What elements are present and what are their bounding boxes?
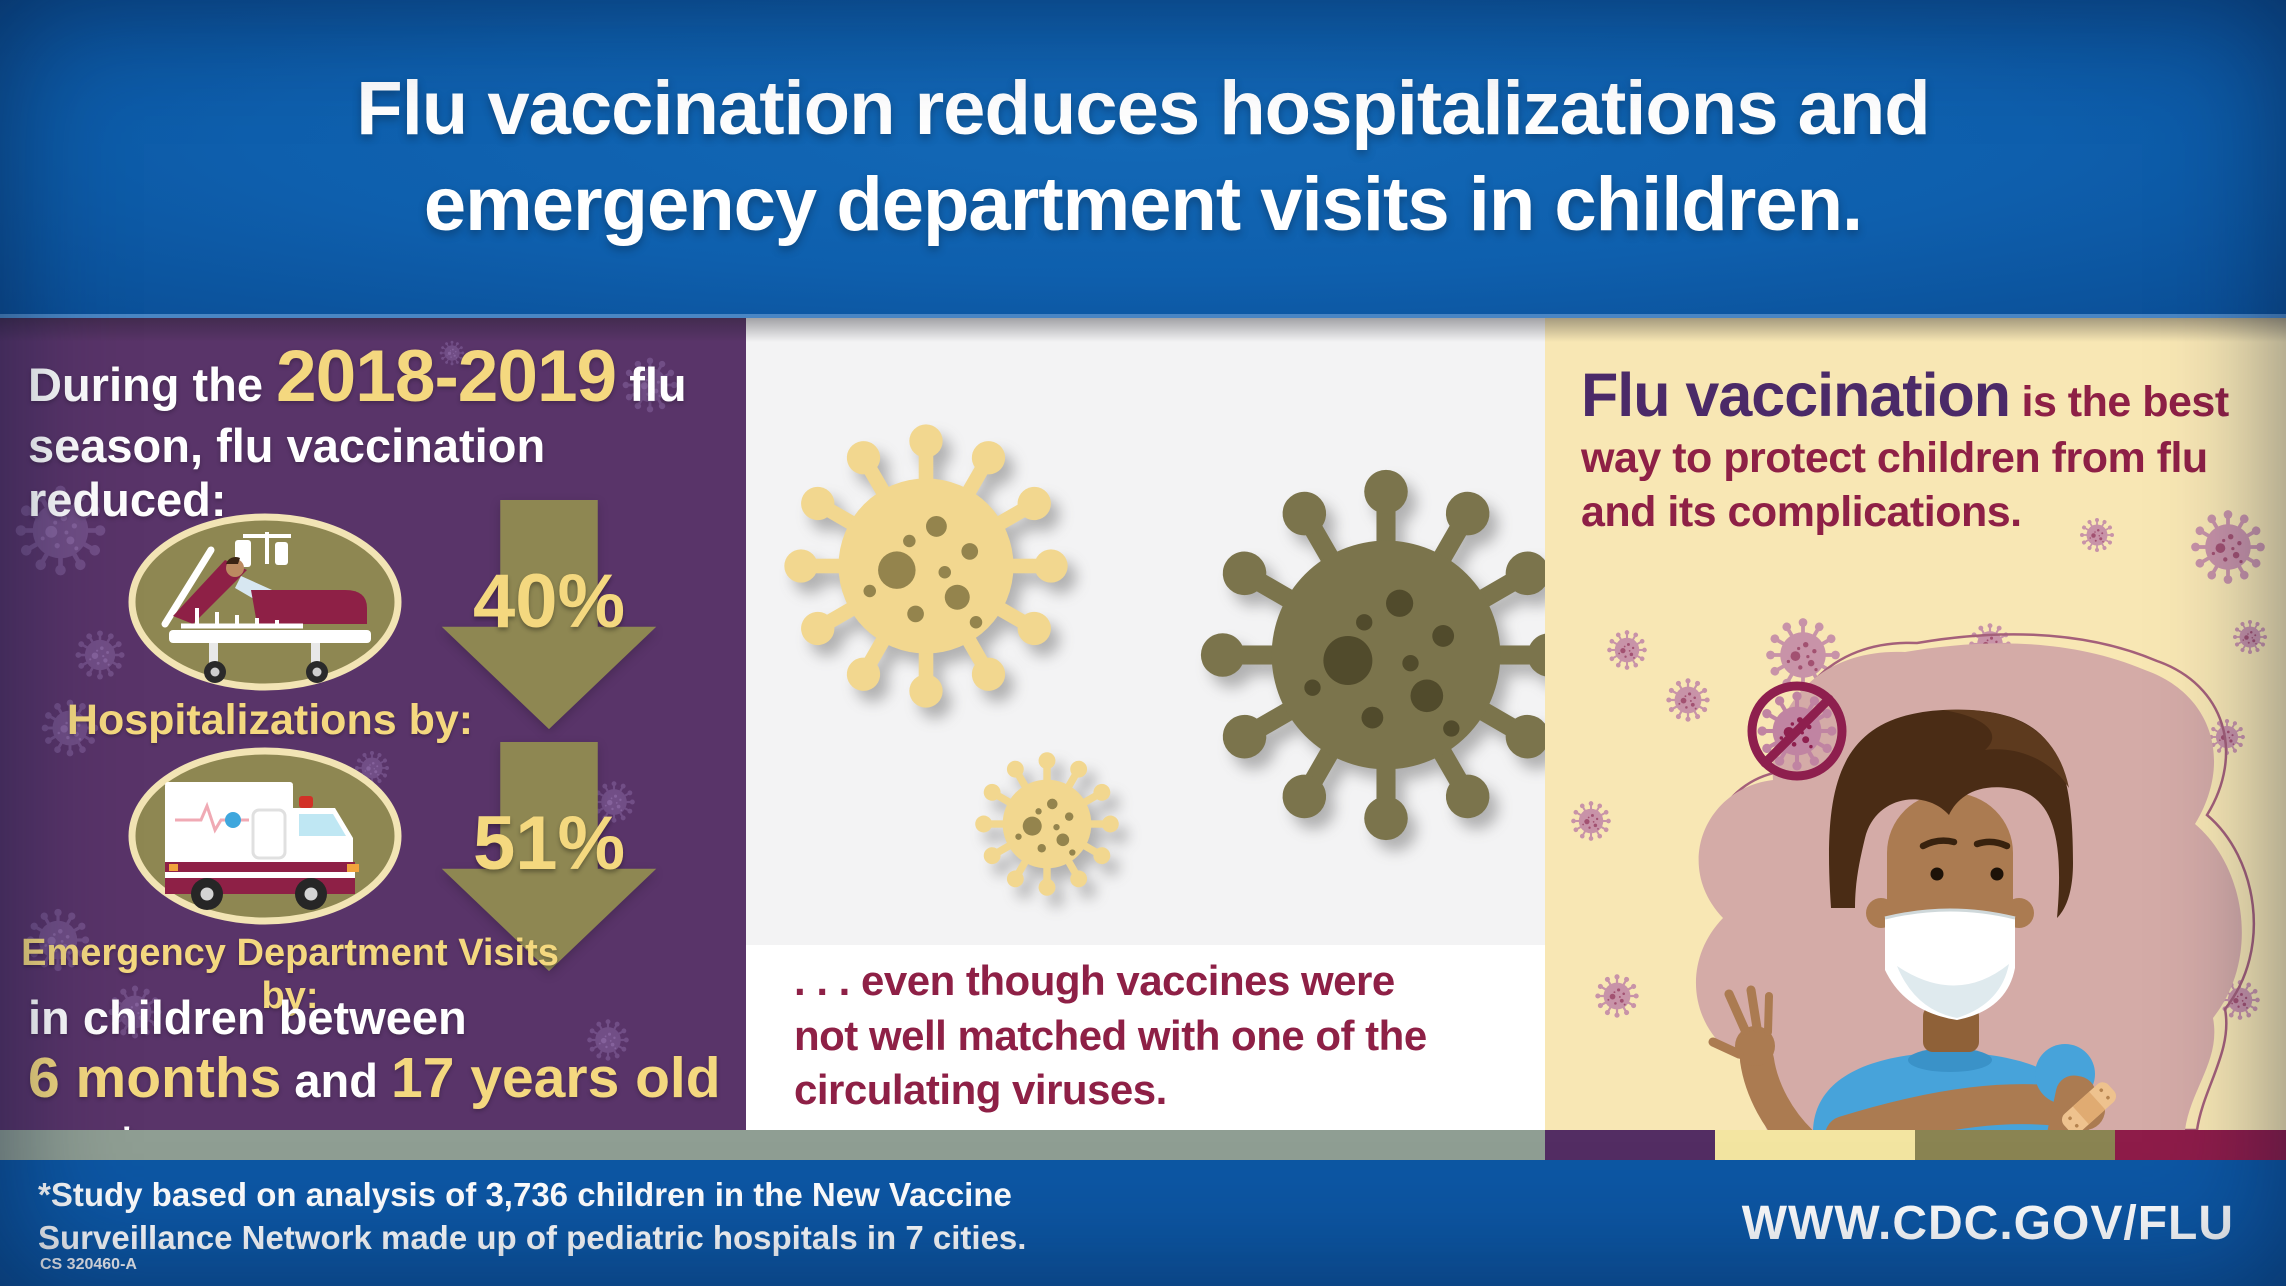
strip-segment [2115, 1130, 2286, 1160]
footnote-asterisk: * [117, 1116, 135, 1130]
headline-line2: way to protect children from flu [1581, 434, 2208, 483]
stat-value-51: 51% [472, 801, 626, 886]
masked-boy-illustration [1695, 633, 2256, 1130]
bottom-strip [0, 1130, 2286, 1160]
age-max: 17 years old [391, 1045, 721, 1110]
strip-segment [1715, 1130, 1915, 1160]
footnote-line2: Surveillance Network made up of pediatri… [38, 1218, 1027, 1256]
outro-and: and [281, 1053, 392, 1107]
hair [1829, 709, 2073, 918]
vaccine-match-caption: . . . even though vaccines were not well… [794, 954, 1494, 1118]
headline-line3: and its complications. [1581, 488, 2022, 537]
ambulance-svg [128, 747, 402, 925]
strip-segment [0, 1130, 1545, 1160]
virus-icon [1190, 459, 1545, 851]
stat-label-ed-visits: Emergency Department Visits by: [21, 932, 559, 1017]
virus-icon [971, 748, 1123, 900]
outro-ellipsis: . . . [28, 1114, 117, 1130]
strip-segment [1915, 1130, 2115, 1160]
down-arrow-icon [441, 742, 657, 972]
stat-value-40: 40% [472, 559, 626, 644]
poster-title-line2: emergency department visits in children. [423, 162, 1863, 247]
age-min: 6 months [28, 1045, 282, 1110]
intro-text: During the 2018-2019 flu season, flu vac… [28, 340, 733, 527]
caption-line1: . . . even though vaccines were [794, 957, 1395, 1004]
intro-suffix: flu [616, 358, 687, 411]
footnote-line1: *Study based on analysis of 3,736 childr… [38, 1176, 1012, 1213]
flu-season-years: 2018-2019 [276, 336, 617, 417]
strip-segment [1545, 1130, 1715, 1160]
intro-line2: season, flu vaccination reduced: [28, 419, 546, 527]
caption-line2: not well matched with one of the [794, 1011, 1427, 1059]
right-message-panel: Flu vaccination is the best way to prote… [1545, 318, 2286, 1130]
virus-icon [776, 416, 1076, 716]
poster-title-line1: Flu vaccination reduces hospitalizations… [356, 66, 1930, 152]
footer-bar: *Study based on analysis of 3,736 childr… [0, 1160, 2286, 1286]
study-footnote: *Study based on analysis of 3,736 childr… [38, 1174, 1026, 1260]
headline-line1: Flu vaccination is the best [1581, 358, 2271, 432]
stat-label-hospitalizations: Hospitalizations by: [66, 696, 474, 744]
ambulance-icon [124, 746, 406, 926]
banner: Flu vaccination reduces hospitalizations… [0, 0, 2286, 318]
intro-prefix: During the [28, 358, 277, 411]
no-virus-icon [1747, 681, 1847, 781]
reduction-arrow-51: 51% [432, 742, 666, 972]
caption-line3: circulating viruses. [794, 1066, 1167, 1114]
left-stats-panel: During the 2018-2019 flu season, flu vac… [0, 318, 746, 1130]
headline-text: Flu vaccination is the best way to prote… [1581, 358, 2271, 540]
headline-lead: Flu vaccination [1581, 361, 2011, 429]
blob-outline [1706, 633, 2256, 1130]
bandage-icon [2061, 1082, 2117, 1130]
cdc-url: WWW.CDC.GOV/FLU [1741, 1197, 2234, 1250]
outro-text: in children between 6 months and 17 year… [28, 992, 738, 1130]
headline-rest: is the best [2010, 378, 2229, 426]
intro-line1: During the 2018-2019 flu [28, 340, 733, 413]
outro-line2: 6 months and 17 years old . . .* [28, 1044, 738, 1130]
down-arrow-icon [441, 500, 657, 730]
reduction-arrow-40: 40% [432, 500, 666, 730]
virus-icon [74, 629, 126, 681]
middle-panel-lower-bg [746, 945, 1545, 1130]
boy-figure [1708, 709, 2117, 1130]
hospital-bed-svg [128, 513, 402, 691]
outro-line1: in children between [28, 991, 467, 1044]
document-id: CS 320460-A [40, 1256, 137, 1273]
middle-virus-panel: . . . even though vaccines were not well… [746, 318, 1545, 1130]
hospital-bed-icon [124, 512, 406, 692]
